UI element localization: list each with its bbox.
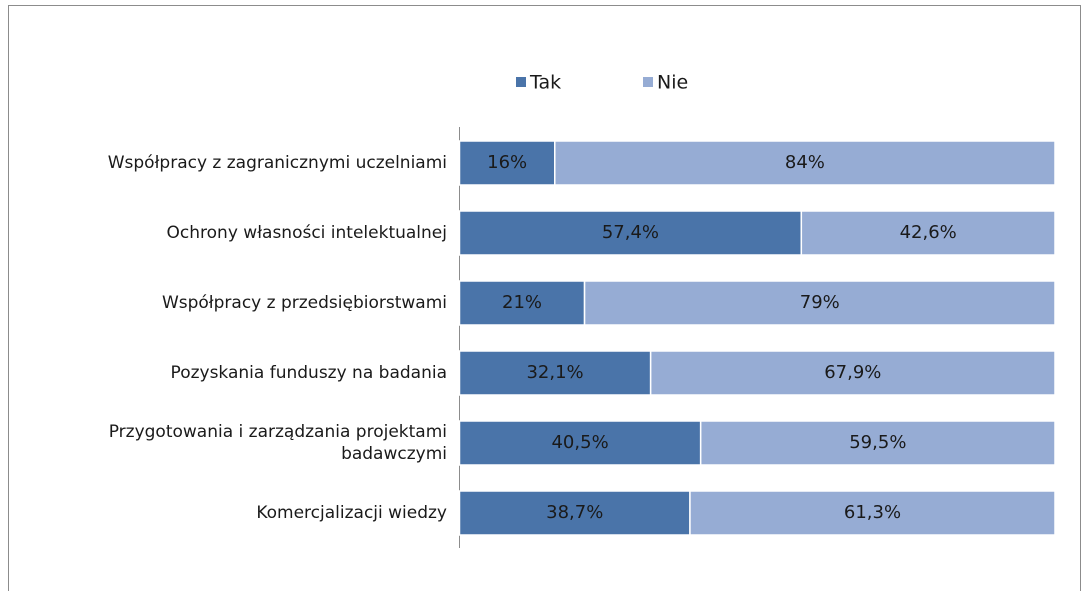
bar-segment bbox=[800, 210, 1056, 256]
category-label: Współpracy z zagranicznymi uczelniami bbox=[108, 153, 447, 173]
bar-segment bbox=[699, 420, 1056, 466]
value-label: 40,5% bbox=[551, 432, 608, 453]
value-label: 79% bbox=[800, 292, 840, 313]
bar-segment bbox=[458, 210, 803, 256]
bar-segment bbox=[583, 280, 1056, 326]
category-label: Ochrony własności intelektualnej bbox=[167, 223, 447, 243]
bar-segment bbox=[458, 350, 652, 396]
category-label: Pozyskania funduszy na badania bbox=[171, 363, 447, 383]
bar-segment bbox=[458, 490, 691, 536]
value-label: 57,4% bbox=[602, 222, 659, 243]
category-label: Współpracy z przedsiębiorstwami bbox=[162, 293, 447, 313]
value-label: 21% bbox=[502, 292, 542, 313]
value-label: 32,1% bbox=[526, 362, 583, 383]
legend-swatch bbox=[643, 77, 653, 87]
value-label: 38,7% bbox=[546, 502, 603, 523]
bar-segment bbox=[458, 420, 702, 466]
value-label: 67,9% bbox=[824, 362, 881, 383]
category-label: Przygotowania i zarządzania projektami ba… bbox=[109, 422, 447, 464]
bar-segment bbox=[554, 140, 1056, 186]
bar-segment bbox=[649, 350, 1056, 396]
legend-swatch bbox=[516, 77, 526, 87]
legend-label: Tak bbox=[529, 72, 561, 94]
legend-label: Nie bbox=[657, 72, 688, 94]
category-label: Komercjalizacji wiedzy bbox=[256, 503, 447, 523]
value-label: 16% bbox=[487, 152, 527, 173]
value-label: 42,6% bbox=[900, 222, 957, 243]
value-label: 84% bbox=[785, 152, 825, 173]
chart-frame bbox=[8, 5, 1081, 591]
value-label: 61,3% bbox=[844, 502, 901, 523]
bar-segment bbox=[689, 490, 1056, 536]
value-label: 59,5% bbox=[849, 432, 906, 453]
